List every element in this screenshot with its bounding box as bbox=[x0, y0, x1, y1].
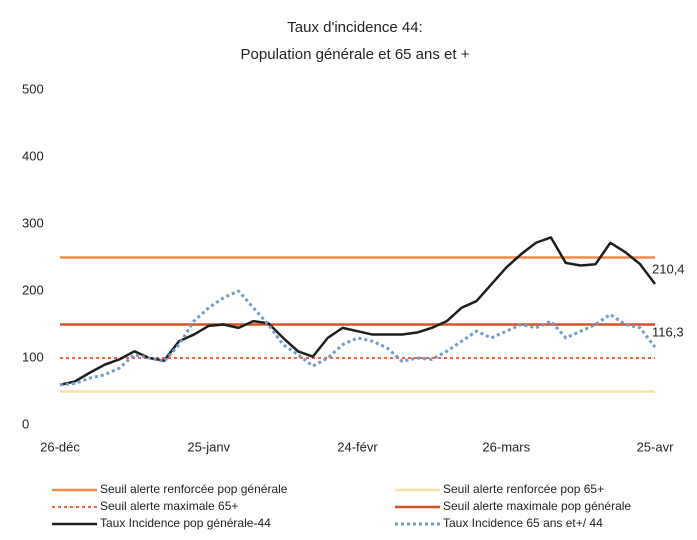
y-tick-label: 100 bbox=[22, 349, 44, 364]
legend-label: Seuil alerte renforcée pop générale bbox=[100, 482, 288, 496]
legend-label: Taux Incidence pop générale-44 bbox=[100, 516, 271, 530]
x-tick-label: 26-déc bbox=[40, 439, 80, 454]
x-tick-label: 26-mars bbox=[482, 439, 530, 454]
series-line bbox=[59, 236, 656, 387]
legend-label: Seuil alerte maximale 65+ bbox=[100, 499, 238, 513]
y-tick-label: 200 bbox=[22, 282, 44, 297]
legend-label: Taux Incidence 65 ans et+/ 44 bbox=[443, 516, 603, 530]
y-tick-label: 500 bbox=[22, 81, 44, 96]
x-tick-label: 25-avr bbox=[637, 439, 675, 454]
x-tick-label: 24-févr bbox=[337, 439, 378, 454]
chart-subtitle: Population générale et 65 ans et + bbox=[241, 46, 470, 63]
y-tick-label: 400 bbox=[22, 148, 44, 163]
y-tick-label: 300 bbox=[22, 215, 44, 230]
series-line bbox=[59, 289, 657, 387]
legend-label: Seuil alerte maximale pop générale bbox=[443, 499, 631, 513]
y-tick-label: 0 bbox=[22, 416, 29, 431]
x-tick-label: 25-janv bbox=[187, 439, 230, 454]
data-label: 116,3 bbox=[652, 325, 684, 340]
data-label: 210,4 bbox=[652, 261, 685, 276]
chart-title: Taux d'incidence 44: bbox=[287, 19, 422, 36]
legend-label: Seuil alerte renforcée pop 65+ bbox=[443, 482, 604, 496]
